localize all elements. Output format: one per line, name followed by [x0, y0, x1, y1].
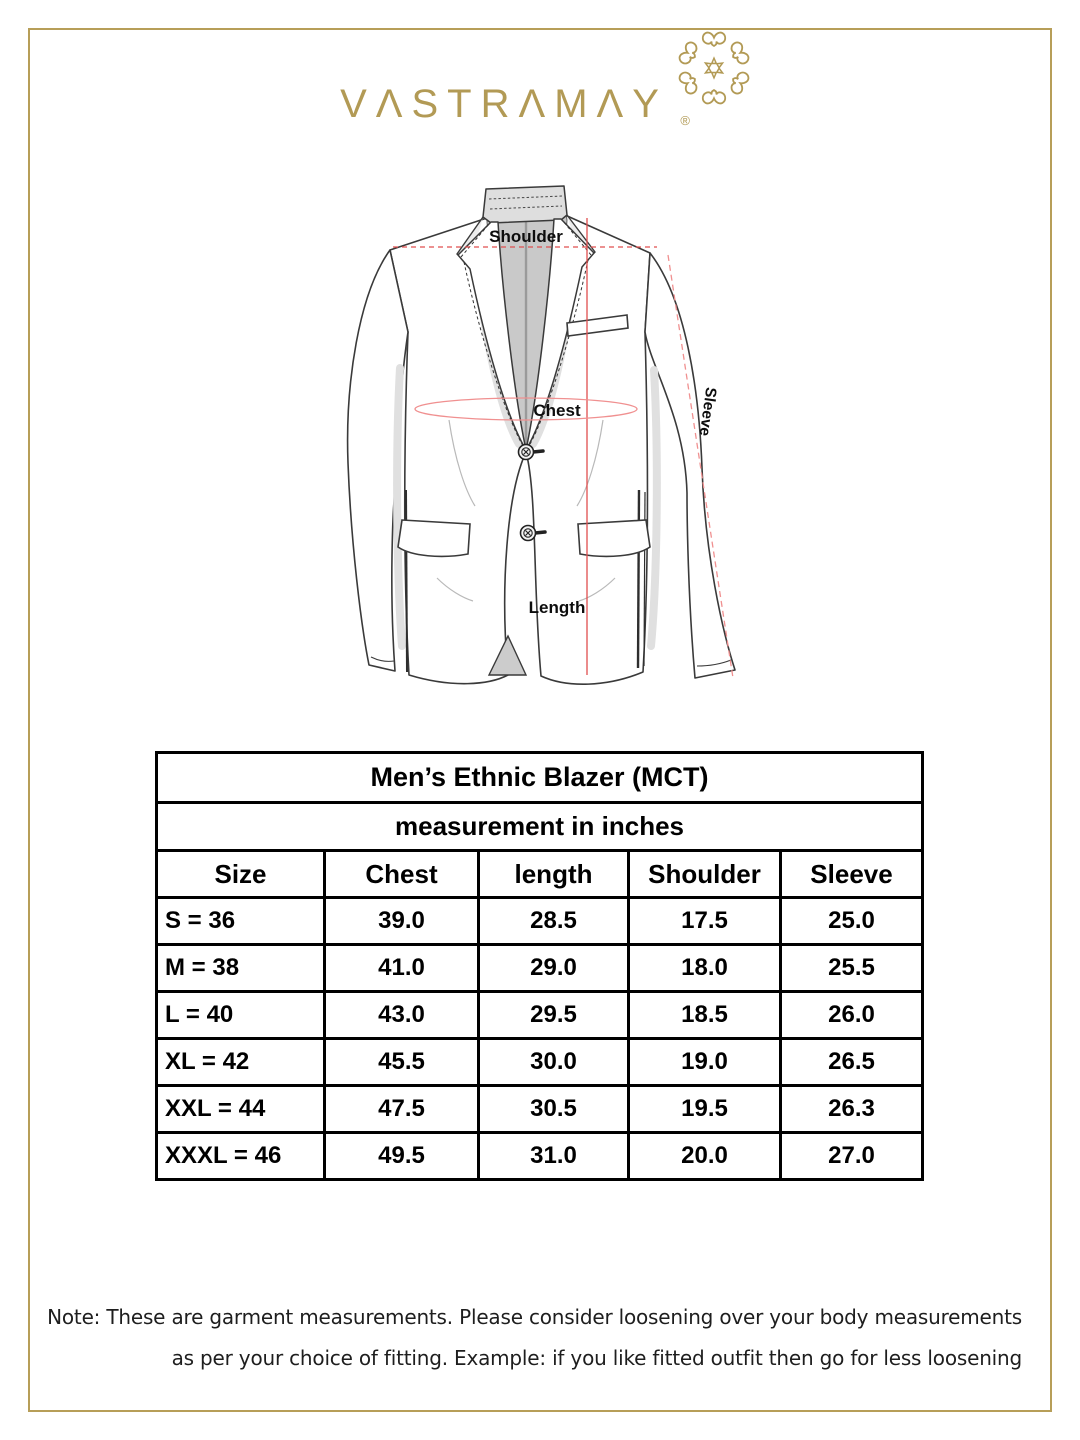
- measurement-cell: 26.5: [778, 1037, 925, 1087]
- size-table-row: XXXL = 46 49.5 31.0 20.0 27.0: [155, 1131, 925, 1181]
- size-cell: M = 38: [155, 943, 326, 993]
- table-title-row: Men’s Ethnic Blazer (MCT): [154, 751, 925, 804]
- size-table-row: XXL = 44 47.5 30.5 19.5 26.3: [155, 1084, 925, 1134]
- left-flap-pocket: [397, 519, 471, 558]
- size-table-row: L = 40 43.0 29.5 18.5 26.0: [155, 990, 925, 1040]
- measurement-cell: 30.0: [477, 1037, 630, 1087]
- measurement-cell: 28.5: [477, 896, 630, 946]
- table-subtitle: measurement in inches: [154, 801, 925, 852]
- buttons: [517, 443, 547, 542]
- size-table-row: S = 36 39.0 28.5 17.5 25.0: [155, 896, 925, 946]
- measurement-cell: 30.5: [477, 1084, 630, 1134]
- measurement-cell: 49.5: [323, 1131, 480, 1181]
- measurement-cell: 39.0: [323, 896, 480, 946]
- size-table-row: M = 38 41.0 29.0 18.0 25.5: [155, 943, 925, 993]
- size-rows: S = 36 39.0 28.5 17.5 25.0 M = 38 41.0 29.0 18.0…: [155, 896, 925, 1181]
- measurement-cell: 19.0: [627, 1037, 782, 1087]
- brand-wordmark: VΛSTRΛMΛY: [340, 82, 668, 126]
- col-header-sleeve: Sleeve: [778, 849, 925, 899]
- col-header-chest: Chest: [323, 849, 480, 899]
- blazer-sketch: Shoulder Chest Length Sleeve: [346, 185, 736, 686]
- size-cell: L = 40: [155, 990, 326, 1040]
- size-chart-table: Men’s Ethnic Blazer (MCT) measurement in…: [154, 751, 925, 1181]
- measurement-cell: 27.0: [778, 1131, 925, 1181]
- measurement-cell: 45.5: [323, 1037, 480, 1087]
- note-line-1: Note: These are garment measurements. Pl…: [47, 1305, 1022, 1329]
- sleeve-measure-line: [667, 254, 734, 679]
- col-header-size: Size: [155, 849, 326, 899]
- measurement-cell: 26.3: [778, 1084, 925, 1134]
- sleeve-label: Sleeve: [696, 386, 720, 437]
- right-flap-pocket: [577, 519, 651, 558]
- hem-gusset: [487, 634, 528, 676]
- right-sleeve: [644, 252, 736, 679]
- measurement-cell: 19.5: [627, 1084, 782, 1134]
- measurement-cell: 17.5: [627, 896, 782, 946]
- measurement-cell: 25.5: [778, 943, 925, 993]
- size-cell: XXXL = 46: [155, 1131, 326, 1181]
- measurement-cell: 18.5: [627, 990, 782, 1040]
- size-cell: XXL = 44: [155, 1084, 326, 1134]
- col-header-length: length: [477, 849, 630, 899]
- breast-pocket: [566, 314, 629, 337]
- measurement-cell: 43.0: [323, 990, 480, 1040]
- brand-header: VΛSTRΛMΛY: [0, 82, 1080, 127]
- measurement-cell: 20.0: [627, 1131, 782, 1181]
- measurement-cell: 47.5: [323, 1084, 480, 1134]
- table-header-row: Size Chest length Shoulder Sleeve: [155, 849, 925, 899]
- table-title: Men’s Ethnic Blazer (MCT): [154, 751, 925, 804]
- measurement-cell: 29.0: [477, 943, 630, 993]
- shoulder-label: Shoulder: [489, 227, 563, 246]
- length-label: Length: [529, 598, 586, 617]
- chest-label: Chest: [533, 401, 581, 420]
- chest-measure-ellipse: [414, 397, 638, 421]
- measurement-cell: 18.0: [627, 943, 782, 993]
- measurement-cell: 25.0: [778, 896, 925, 946]
- measurement-note: Note: These are garment measurements. Pl…: [42, 1297, 1022, 1379]
- measurement-cell: 29.5: [477, 990, 630, 1040]
- table-subtitle-row: measurement in inches: [154, 801, 925, 852]
- size-cell: XL = 42: [155, 1037, 326, 1087]
- size-table-row: XL = 42 45.5 30.0 19.0 26.5: [155, 1037, 925, 1087]
- measurement-cell: 31.0: [477, 1131, 630, 1181]
- measurement-cell: 26.0: [778, 990, 925, 1040]
- col-header-shoulder: Shoulder: [627, 849, 782, 899]
- size-cell: S = 36: [155, 896, 326, 946]
- collar: [482, 185, 568, 224]
- note-line-2: as per your choice of fitting. Example: …: [171, 1346, 1023, 1370]
- measurement-cell: 41.0: [323, 943, 480, 993]
- blazer-measurement-diagram: Shoulder Chest Length Sleeve: [337, 158, 752, 703]
